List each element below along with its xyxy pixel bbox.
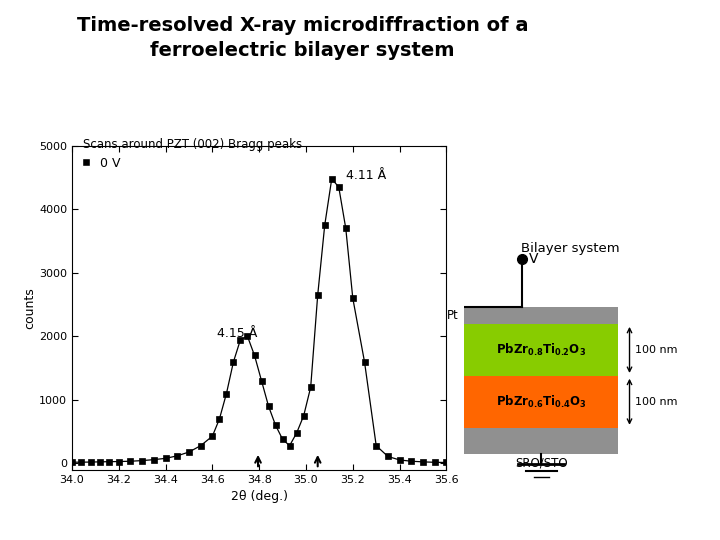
Bar — [464, 428, 618, 454]
Bar — [464, 307, 618, 324]
Text: V: V — [528, 252, 539, 266]
Y-axis label: counts: counts — [23, 287, 36, 329]
Legend: 0 V: 0 V — [78, 152, 125, 175]
Text: 4.11 Å: 4.11 Å — [346, 169, 386, 182]
Text: 4.15 Å: 4.15 Å — [217, 327, 258, 340]
Text: $\mathbf{PbZr_{0.6}Ti_{0.4}O_3}$: $\mathbf{PbZr_{0.6}Ti_{0.4}O_3}$ — [496, 394, 587, 410]
Text: Bilayer system: Bilayer system — [521, 242, 619, 255]
Text: SRO/STO: SRO/STO — [515, 457, 567, 470]
Bar — [464, 324, 618, 376]
Text: Time-resolved X-ray microdiffraction of a
ferroelectric bilayer system: Time-resolved X-ray microdiffraction of … — [76, 16, 528, 60]
Text: 100 nm: 100 nm — [635, 345, 678, 355]
Text: Scans around PZT (002) Bragg peaks: Scans around PZT (002) Bragg peaks — [83, 138, 302, 151]
Bar — [464, 376, 618, 428]
X-axis label: 2θ (deg.): 2θ (deg.) — [230, 490, 288, 503]
Text: 100 nm: 100 nm — [635, 397, 678, 407]
Text: $\mathbf{PbZr_{0.8}Ti_{0.2}O_3}$: $\mathbf{PbZr_{0.8}Ti_{0.2}O_3}$ — [496, 342, 586, 358]
Text: Pt: Pt — [447, 309, 459, 322]
